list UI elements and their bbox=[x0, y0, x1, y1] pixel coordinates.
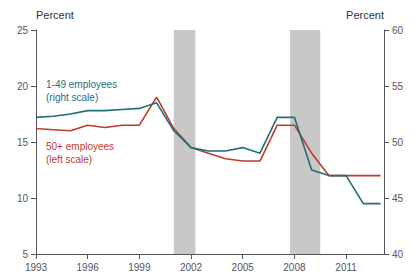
svg-text:(left scale): (left scale) bbox=[46, 154, 92, 165]
svg-text:Percent: Percent bbox=[36, 9, 74, 21]
svg-text:2002: 2002 bbox=[180, 262, 203, 273]
svg-text:10: 10 bbox=[17, 193, 29, 204]
svg-text:50: 50 bbox=[392, 137, 404, 148]
svg-text:2011: 2011 bbox=[335, 262, 357, 273]
svg-text:2005: 2005 bbox=[232, 262, 255, 273]
svg-text:1996: 1996 bbox=[77, 262, 100, 273]
svg-text:50+ employees: 50+ employees bbox=[46, 141, 114, 152]
svg-text:15: 15 bbox=[17, 137, 29, 148]
svg-text:5: 5 bbox=[22, 249, 28, 260]
svg-text:55: 55 bbox=[392, 81, 404, 92]
svg-text:20: 20 bbox=[17, 81, 29, 92]
svg-text:2008: 2008 bbox=[283, 262, 306, 273]
svg-text:1-49 employees: 1-49 employees bbox=[46, 79, 117, 90]
svg-text:1999: 1999 bbox=[128, 262, 151, 273]
svg-text:Percent: Percent bbox=[346, 9, 384, 21]
svg-text:(right scale): (right scale) bbox=[46, 92, 98, 103]
svg-text:40: 40 bbox=[392, 249, 404, 260]
svg-text:1993: 1993 bbox=[25, 262, 48, 273]
svg-text:25: 25 bbox=[17, 25, 29, 36]
svg-text:45: 45 bbox=[392, 193, 404, 204]
svg-text:60: 60 bbox=[392, 25, 404, 36]
